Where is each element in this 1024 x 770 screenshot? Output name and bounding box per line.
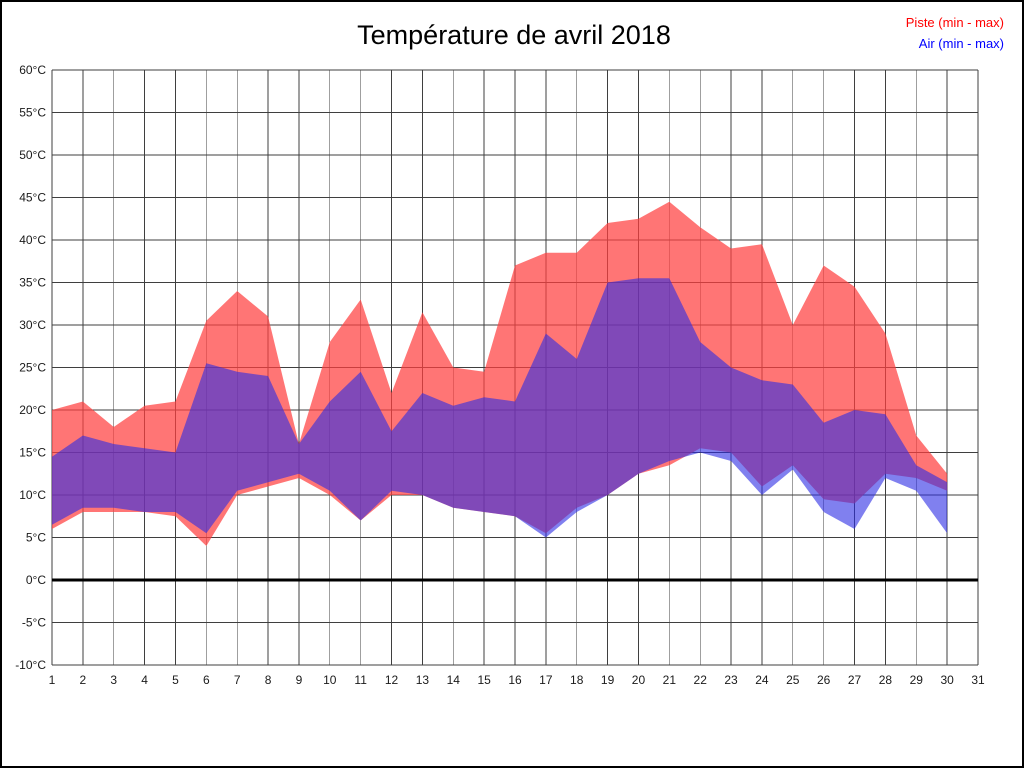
- svg-text:18: 18: [570, 673, 584, 687]
- svg-text:9: 9: [296, 673, 303, 687]
- svg-text:-10°C: -10°C: [15, 658, 46, 672]
- svg-text:35°C: 35°C: [19, 276, 46, 290]
- svg-text:45°C: 45°C: [19, 191, 46, 205]
- svg-text:22: 22: [694, 673, 708, 687]
- svg-text:50°C: 50°C: [19, 148, 46, 162]
- svg-text:0°C: 0°C: [26, 573, 46, 587]
- svg-text:40°C: 40°C: [19, 233, 46, 247]
- svg-text:12: 12: [385, 673, 399, 687]
- chart-title: Température de avril 2018: [357, 20, 671, 50]
- svg-text:17: 17: [539, 673, 553, 687]
- svg-text:13: 13: [416, 673, 430, 687]
- svg-text:10°C: 10°C: [19, 488, 46, 502]
- svg-text:11: 11: [354, 673, 367, 687]
- svg-text:23: 23: [724, 673, 738, 687]
- svg-text:15°C: 15°C: [19, 446, 46, 460]
- svg-text:5°C: 5°C: [26, 531, 46, 545]
- svg-text:1: 1: [49, 673, 56, 687]
- svg-text:4: 4: [141, 673, 148, 687]
- legend: Piste (min - max) Air (min - max): [906, 12, 1004, 54]
- svg-text:8: 8: [265, 673, 272, 687]
- svg-text:55°C: 55°C: [19, 106, 46, 120]
- svg-text:21: 21: [663, 673, 677, 687]
- svg-text:26: 26: [817, 673, 831, 687]
- svg-text:3: 3: [110, 673, 117, 687]
- svg-text:60°C: 60°C: [19, 63, 46, 77]
- svg-text:15: 15: [477, 673, 491, 687]
- svg-text:27: 27: [848, 673, 862, 687]
- svg-text:20°C: 20°C: [19, 403, 46, 417]
- svg-text:2: 2: [80, 673, 87, 687]
- svg-text:25°C: 25°C: [19, 361, 46, 375]
- svg-text:29: 29: [910, 673, 924, 687]
- svg-text:30: 30: [940, 673, 954, 687]
- svg-text:30°C: 30°C: [19, 318, 46, 332]
- legend-air-label: Air (min - max): [918, 36, 1004, 51]
- legend-piste-label: Piste (min - max): [905, 15, 1004, 30]
- svg-text:5: 5: [172, 673, 179, 687]
- svg-text:24: 24: [755, 673, 769, 687]
- svg-text:31: 31: [971, 673, 985, 687]
- svg-text:20: 20: [632, 673, 646, 687]
- svg-text:28: 28: [879, 673, 893, 687]
- svg-text:14: 14: [447, 673, 461, 687]
- svg-text:16: 16: [508, 673, 522, 687]
- svg-text:6: 6: [203, 673, 210, 687]
- svg-text:25: 25: [786, 673, 800, 687]
- svg-text:-5°C: -5°C: [22, 616, 46, 630]
- svg-text:7: 7: [234, 673, 241, 687]
- svg-text:19: 19: [601, 673, 615, 687]
- svg-text:10: 10: [323, 673, 337, 687]
